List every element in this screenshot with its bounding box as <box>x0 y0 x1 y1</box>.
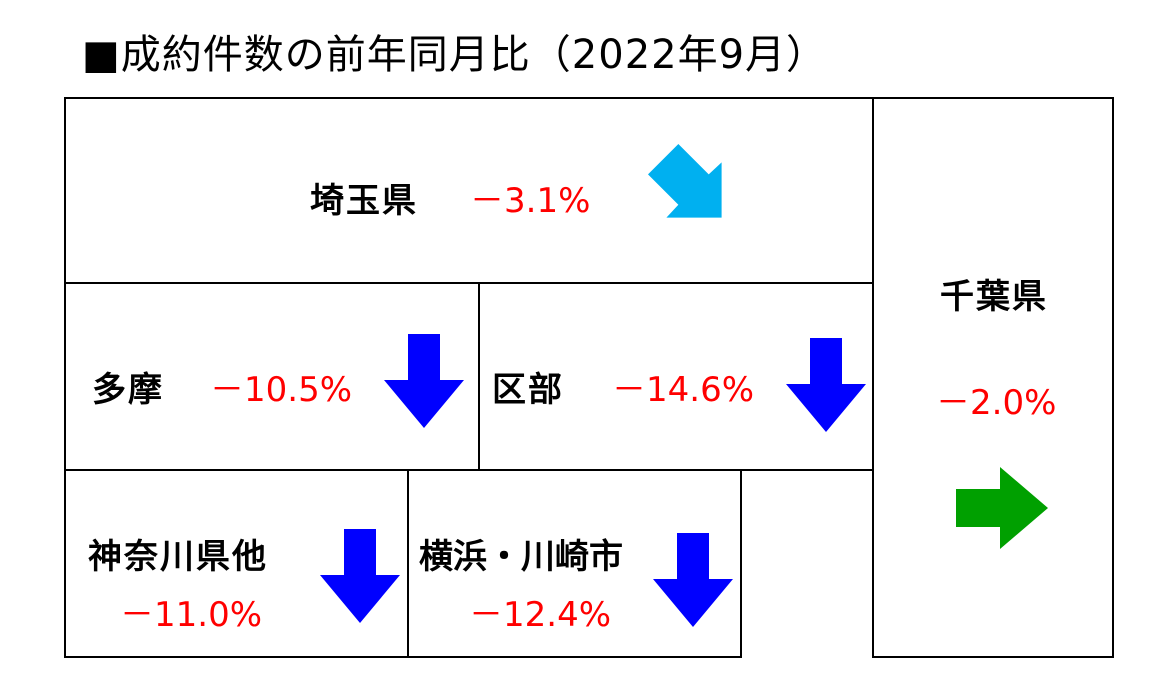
page-title: ■成約件数の前年同月比（2022年9月） <box>82 22 827 80</box>
arrow-down-icon <box>384 334 464 428</box>
region-tama-box: 多摩 －10.5% <box>64 282 480 471</box>
region-chiba-name: 千葉県 <box>940 269 1048 318</box>
region-tama-name: 多摩 <box>92 362 164 411</box>
region-kubu-change: －14.6% <box>612 362 754 411</box>
region-kubu-box: 区部 －14.6% <box>478 282 874 471</box>
arrow-down-icon <box>786 338 866 432</box>
region-yokohama-kawasaki-name: 横浜・川崎市 <box>419 529 623 578</box>
region-saitama-change: －3.1% <box>470 173 590 222</box>
region-chiba-change: －2.0% <box>936 375 1056 424</box>
arrow-down-icon <box>653 533 733 627</box>
region-yokohama-kawasaki-change: －12.4% <box>469 587 611 636</box>
region-saitama-name: 埼玉県 <box>310 173 418 222</box>
arrow-down-icon <box>320 529 400 623</box>
region-kanagawa-other-name: 神奈川県他 <box>88 529 268 578</box>
region-yokohama-kawasaki-box: 横浜・川崎市 －12.4% <box>407 469 742 658</box>
region-saitama-box: 埼玉県 －3.1% <box>64 97 874 284</box>
arrow-down-right-icon <box>648 144 740 236</box>
region-tama-change: －10.5% <box>210 362 352 411</box>
arrow-right-icon <box>956 467 1048 549</box>
region-kanagawa-other-box: 神奈川県他 －11.0% <box>64 469 409 658</box>
region-chiba-box: 千葉県 －2.0% <box>872 97 1114 658</box>
region-kanagawa-other-change: －11.0% <box>120 587 262 636</box>
region-kubu-name: 区部 <box>492 362 564 411</box>
